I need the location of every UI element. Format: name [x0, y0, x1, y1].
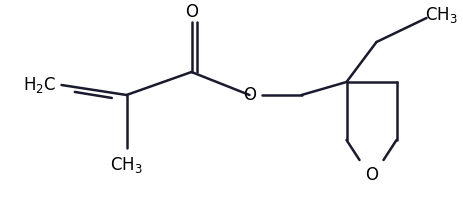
Text: CH$_3$: CH$_3$	[110, 155, 143, 175]
Text: O: O	[185, 3, 198, 21]
Text: H$_2$C: H$_2$C	[23, 75, 56, 95]
Text: O: O	[243, 86, 256, 104]
Text: CH$_3$: CH$_3$	[425, 5, 458, 25]
Text: O: O	[365, 166, 378, 184]
